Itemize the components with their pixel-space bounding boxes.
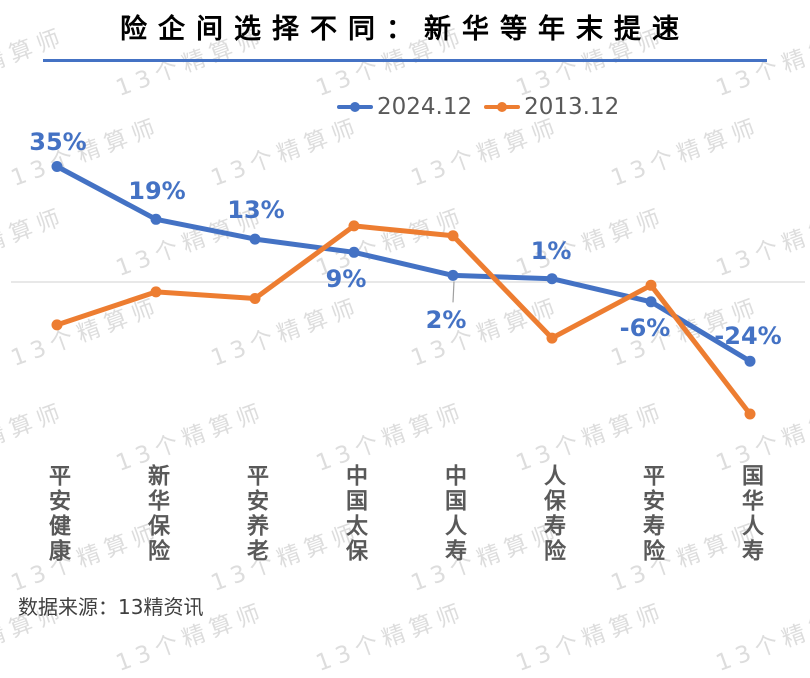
legend-dot-icon [350, 102, 360, 112]
data-source-text: 数据来源：13精资讯 [18, 595, 204, 619]
legend-line-marker-icon [337, 102, 373, 112]
data-label: 2% [425, 306, 467, 335]
data-point-2013.12-平安健康 [51, 319, 63, 331]
data-point-2024.12-中国太保 [348, 246, 360, 258]
data-label: 9% [325, 265, 367, 294]
data-label: -6% [619, 313, 671, 342]
legend: 2024.12 2013.12 [337, 92, 619, 122]
data-point-2013.12-中国人寿 [447, 230, 459, 242]
x-axis-label: 中国人寿 [441, 464, 466, 564]
series-line-2024.12 [54, 164, 753, 364]
legend-item-2013-12: 2013.12 [484, 94, 619, 120]
x-axis-label: 人保寿险 [540, 464, 565, 564]
data-label: 19% [128, 177, 186, 206]
data-point-2013.12-平安养老 [249, 293, 261, 304]
data-point-2024.12-平安健康 [51, 161, 63, 172]
legend-label: 2013.12 [524, 94, 620, 120]
title-underline [43, 59, 767, 62]
data-point-2013.12-国华人寿 [744, 408, 756, 420]
line-chart-plot [11, 161, 805, 420]
x-axis-label: 国华人寿 [738, 464, 763, 564]
data-label: 1% [530, 236, 572, 265]
legend-item-2024-12: 2024.12 [337, 94, 472, 120]
series-line-2013.12 [54, 223, 753, 417]
legend-dot-icon [497, 102, 508, 112]
chart-title: 险企间选择不同：新华等年末提速 [120, 14, 690, 45]
data-label: -24% [714, 322, 782, 351]
data-point-2013.12-人保寿险 [546, 332, 558, 344]
data-point-2024.12-国华人寿 [744, 355, 756, 367]
x-axis-label: 中国太保 [342, 464, 367, 564]
data-point-2024.12-中国人寿 [447, 269, 459, 281]
label-leader-line [452, 281, 455, 303]
data-point-2024.12-新华保险 [150, 213, 162, 225]
data-label: 13% [227, 196, 285, 225]
legend-label: 2024.12 [377, 94, 473, 120]
x-axis-label: 平安养老 [243, 464, 268, 564]
data-label: 35% [29, 127, 87, 156]
x-axis-label: 新华保险 [144, 464, 169, 564]
data-point-2024.12-平安寿险 [645, 296, 657, 308]
data-source: 数据来源：13精资讯 [18, 591, 203, 620]
data-point-2013.12-平安寿险 [645, 279, 657, 291]
data-point-2013.12-中国太保 [348, 220, 360, 232]
legend-line-marker-icon [484, 102, 521, 112]
x-axis-label: 平安健康 [45, 464, 70, 564]
data-point-2024.12-人保寿险 [546, 273, 558, 285]
data-point-2013.12-新华保险 [150, 286, 162, 298]
data-point-2024.12-平安养老 [249, 233, 261, 245]
x-axis-label: 平安寿险 [639, 464, 664, 564]
